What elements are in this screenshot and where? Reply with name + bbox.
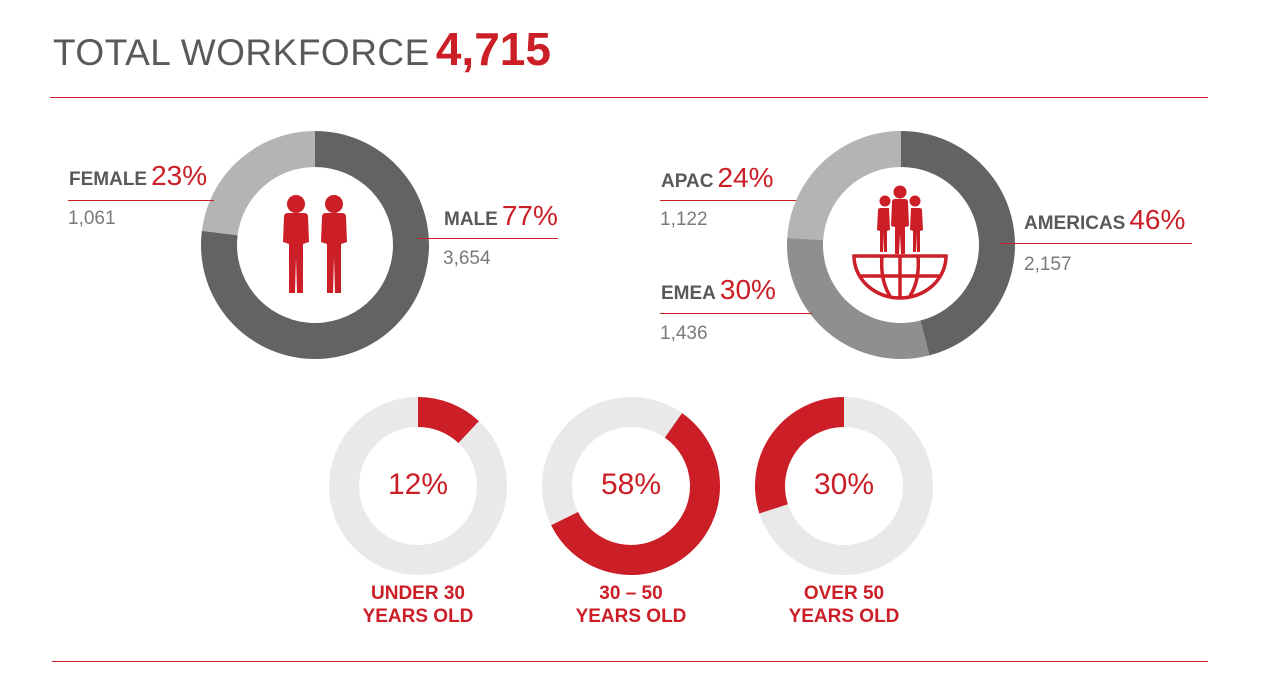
age-30-50-donut — [542, 397, 720, 575]
age-under-30-label: UNDER 30 YEARS OLD — [318, 582, 518, 628]
male-rule — [418, 238, 558, 239]
emea-label-group: EMEA 30% — [661, 274, 776, 306]
total-workforce-value: 4,715 — [435, 23, 551, 75]
age-30-50-line2: YEARS OLD — [575, 606, 687, 627]
apac-percent: 24% — [717, 162, 774, 193]
apac-slice — [787, 131, 901, 241]
age-over-50-line2: YEARS OLD — [788, 606, 900, 627]
bottom-divider — [52, 661, 1208, 662]
female-count: 1,061 — [68, 208, 116, 229]
female-rule — [68, 200, 214, 201]
top-divider — [50, 97, 1208, 98]
apac-label-group: APAC 24% — [661, 162, 773, 194]
americas-count: 2,157 — [1024, 254, 1072, 275]
emea-slice — [787, 237, 930, 359]
age-over-50-label: OVER 50 YEARS OLD — [744, 582, 944, 628]
age-under-30-line2: YEARS OLD — [362, 606, 474, 627]
apac-rule — [660, 200, 796, 201]
page-title: TOTAL WORKFORCE 4,715 — [53, 22, 551, 76]
male-label: MALE — [444, 209, 498, 230]
female-percent: 23% — [151, 160, 208, 191]
age-30-50-percent: 58% — [600, 468, 662, 501]
apac-count: 1,122 — [660, 209, 708, 230]
age-over-50-donut — [755, 397, 933, 575]
age-over-50-arc — [755, 397, 845, 514]
age-under-30-percent: 12% — [387, 468, 449, 501]
age-over-50-percent: 30% — [813, 468, 875, 501]
female-slice — [201, 131, 315, 236]
region-donut-chart — [787, 131, 1015, 359]
americas-slice — [901, 131, 1015, 356]
americas-rule — [1000, 243, 1192, 244]
male-slice — [201, 131, 429, 359]
female-label: FEMALE — [69, 169, 148, 190]
age-under-30-arc — [417, 397, 479, 444]
emea-rule — [660, 313, 812, 314]
americas-label: AMERICAS — [1024, 213, 1126, 234]
age-30-50-label: 30 – 50 YEARS OLD — [531, 582, 731, 628]
male-label-group: MALE 77% — [444, 200, 558, 232]
age-under-30-line1: UNDER 30 — [371, 583, 465, 604]
emea-count: 1,436 — [660, 323, 708, 344]
age-30-50-arc — [551, 413, 720, 575]
emea-label: EMEA — [661, 283, 716, 304]
emea-percent: 30% — [719, 274, 776, 305]
title-label: TOTAL WORKFORCE — [53, 32, 430, 73]
apac-label: APAC — [661, 171, 714, 192]
age-over-50-line1: OVER 50 — [803, 583, 885, 604]
male-count: 3,654 — [443, 248, 491, 269]
americas-percent: 46% — [1129, 204, 1186, 235]
age-under-30-donut — [329, 397, 507, 575]
americas-label-group: AMERICAS 46% — [1024, 204, 1185, 236]
male-percent: 77% — [501, 200, 558, 231]
age-30-50-line1: 30 – 50 — [599, 583, 663, 604]
female-label-group: FEMALE 23% — [69, 160, 207, 192]
gender-donut-chart — [201, 131, 429, 359]
people-icon — [283, 195, 347, 293]
globe-people-icon — [852, 185, 948, 300]
